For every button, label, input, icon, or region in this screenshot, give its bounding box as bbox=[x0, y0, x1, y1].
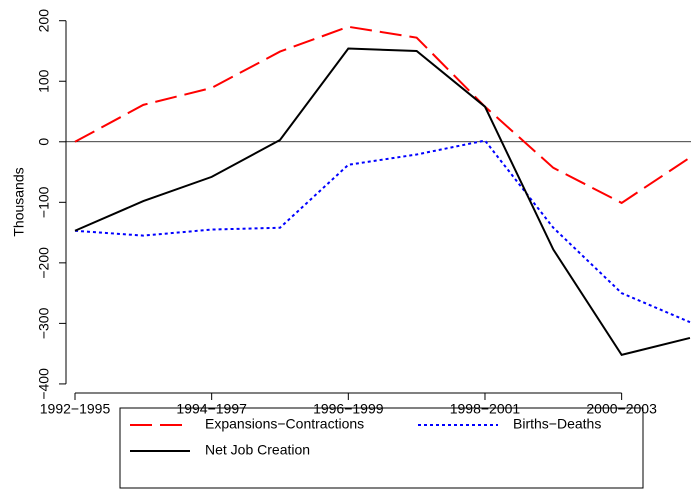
x-tick-label: 1998−2001 bbox=[450, 401, 521, 417]
y-tick-label: 200 bbox=[36, 9, 52, 33]
series-line bbox=[74, 25, 691, 205]
y-tick-label: −400 bbox=[36, 368, 52, 400]
y-tick-label: 0 bbox=[36, 138, 52, 146]
y-tick-label: −300 bbox=[36, 307, 52, 339]
series-line bbox=[74, 47, 691, 357]
y-tick-label: −100 bbox=[36, 186, 52, 218]
legend-label: Net Job Creation bbox=[205, 442, 310, 458]
y-axis-label: Thousands bbox=[11, 167, 27, 236]
x-tick-label: 1992−1995 bbox=[40, 401, 111, 417]
series-line bbox=[74, 139, 691, 324]
x-tick-label: 1994−1997 bbox=[176, 401, 247, 417]
x-tick-label: 2000−2003 bbox=[586, 401, 657, 417]
legend-box bbox=[119, 407, 644, 489]
x-tick-label: 1996−1999 bbox=[313, 401, 384, 417]
legend-label: Expansions−Contractions bbox=[205, 416, 364, 432]
y-tick-label: −200 bbox=[36, 247, 52, 279]
legend-label: Births−Deaths bbox=[513, 416, 601, 432]
y-tick-label: 100 bbox=[36, 69, 52, 93]
